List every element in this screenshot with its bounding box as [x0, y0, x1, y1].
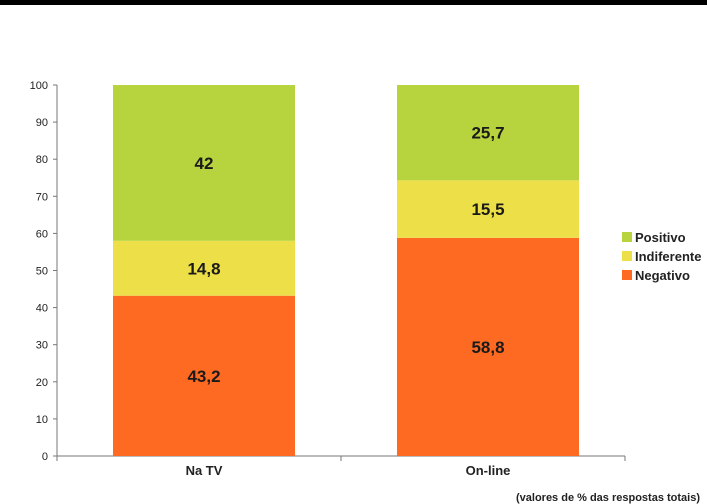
x-tick-label: Na TV — [186, 463, 223, 478]
y-tick-label: 40 — [36, 303, 48, 315]
bar-segment-indiferente — [397, 180, 579, 238]
bar-segment-indiferente — [113, 240, 295, 296]
y-tick-label: 10 — [36, 414, 48, 426]
bar-segment-positivo — [113, 85, 295, 241]
y-tick-label: 80 — [36, 154, 48, 166]
y-tick-label: 60 — [36, 228, 48, 240]
legend-label-positivo: Positivo — [635, 230, 686, 245]
bar-segment-negativo — [397, 237, 579, 456]
legend-swatch-indiferente — [622, 251, 632, 261]
y-tick-label: 0 — [42, 451, 48, 463]
y-tick-label: 90 — [36, 117, 48, 129]
data-label: 14,8 — [187, 259, 220, 278]
top-border — [0, 0, 707, 5]
y-tick-label: 50 — [36, 266, 48, 278]
data-label: 42 — [195, 154, 214, 173]
data-label: 58,8 — [471, 338, 504, 357]
data-label: 15,5 — [471, 200, 504, 219]
legend-label-negativo: Negativo — [635, 268, 690, 283]
bar-segment-negativo — [113, 295, 295, 456]
legend: Positivo Indiferente Negativo — [622, 230, 701, 283]
units-note: (valores de % das respostas totais) — [516, 492, 700, 504]
legend-swatch-negativo — [622, 270, 632, 280]
x-tick-label: On-line — [466, 463, 511, 478]
legend-swatch-positivo — [622, 232, 632, 242]
y-tick-label: 100 — [30, 80, 48, 92]
bars: 43,2 14,8 42 Na TV 58,8 15,5 25,7 On-line — [113, 85, 579, 478]
data-label: 43,2 — [187, 367, 220, 386]
legend-label-indiferente: Indiferente — [635, 249, 701, 264]
y-tick-label: 70 — [36, 191, 48, 203]
data-label: 25,7 — [471, 124, 504, 143]
y-tick-label: 20 — [36, 377, 48, 389]
bar-segment-positivo — [397, 85, 579, 181]
y-tick-label: 30 — [36, 340, 48, 352]
